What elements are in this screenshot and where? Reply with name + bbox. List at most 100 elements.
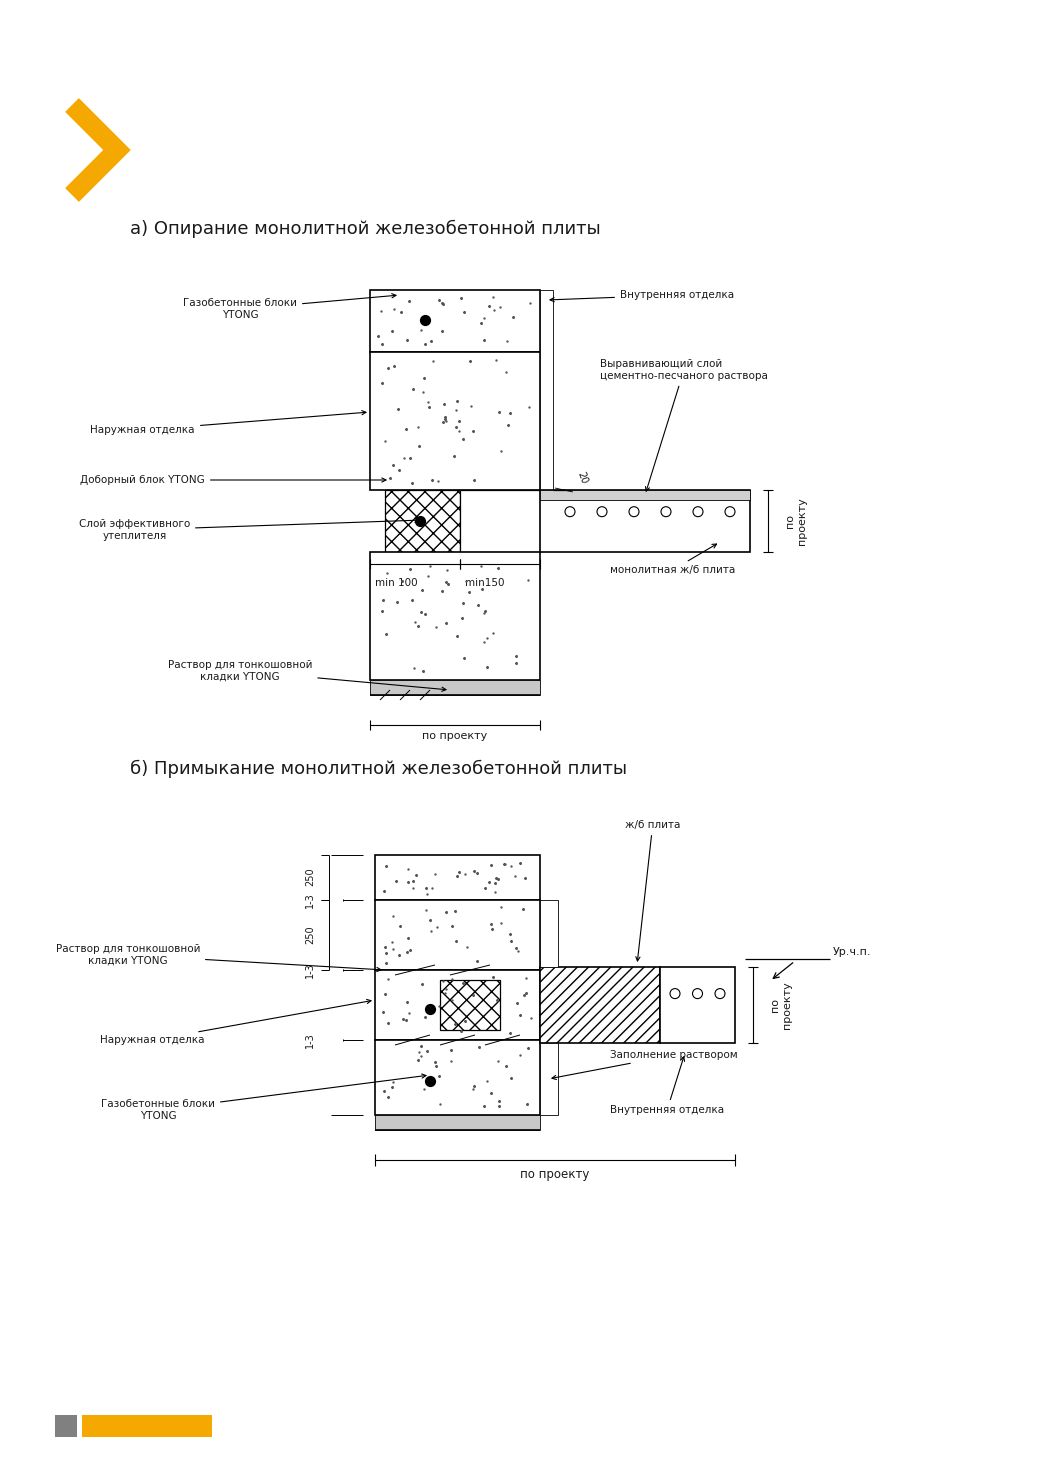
Bar xyxy=(82,1415,212,1437)
Text: Внутренняя отделка: Внутренняя отделка xyxy=(610,1056,724,1115)
Bar xyxy=(375,1040,540,1115)
Bar xyxy=(460,490,540,552)
Text: Ур.ч.п.: Ур.ч.п. xyxy=(833,947,872,958)
Point xyxy=(476,1094,493,1118)
Point xyxy=(434,580,450,603)
Point xyxy=(419,881,436,905)
Bar xyxy=(375,1115,540,1130)
Point xyxy=(491,1094,508,1118)
Point xyxy=(437,981,453,1005)
Point xyxy=(502,855,519,878)
Point xyxy=(450,419,467,443)
Point xyxy=(470,1034,487,1058)
Point xyxy=(438,977,454,1000)
Point xyxy=(412,509,428,533)
Text: Раствор для тонкошовной
кладки YTONG: Раствор для тонкошовной кладки YTONG xyxy=(55,944,381,972)
Point xyxy=(376,430,393,453)
Point xyxy=(394,569,411,593)
Point xyxy=(373,599,390,622)
Point xyxy=(512,1003,528,1027)
Point xyxy=(401,558,418,581)
Point xyxy=(378,622,394,646)
Point xyxy=(509,991,525,1015)
Bar xyxy=(540,490,750,500)
Point xyxy=(491,294,508,318)
Point xyxy=(452,287,469,310)
Point xyxy=(502,930,519,953)
Point xyxy=(397,1009,414,1033)
Point xyxy=(518,966,535,990)
Point xyxy=(418,897,435,921)
Point xyxy=(416,366,433,390)
Point xyxy=(506,865,523,888)
Point xyxy=(442,1039,459,1062)
Point xyxy=(434,291,450,315)
Point xyxy=(385,1069,401,1093)
Point xyxy=(483,912,499,936)
Point xyxy=(465,983,482,1006)
Point xyxy=(410,416,426,440)
Text: 250: 250 xyxy=(305,925,315,944)
Point xyxy=(447,415,464,438)
Text: по
проекту: по проекту xyxy=(771,981,791,1028)
Point xyxy=(465,419,482,443)
Text: 1-3: 1-3 xyxy=(305,1033,315,1047)
Point xyxy=(489,989,505,1012)
Bar xyxy=(370,680,540,694)
Point xyxy=(488,347,504,371)
Point xyxy=(462,350,478,374)
Point xyxy=(420,563,437,587)
Point xyxy=(497,852,514,875)
Point xyxy=(427,615,444,638)
Point xyxy=(376,936,393,959)
Point xyxy=(421,997,438,1021)
Point xyxy=(380,1012,396,1036)
Point xyxy=(517,866,534,890)
Point xyxy=(519,568,536,591)
Point xyxy=(401,1002,418,1025)
Point xyxy=(430,469,446,493)
Point xyxy=(411,1040,427,1064)
Text: min 100: min 100 xyxy=(375,578,418,588)
Point xyxy=(378,855,394,878)
Point xyxy=(389,590,406,613)
Point xyxy=(454,971,471,994)
Point xyxy=(392,300,409,324)
Point xyxy=(452,1019,469,1043)
Point xyxy=(435,293,451,316)
Point xyxy=(440,572,457,596)
Point xyxy=(398,418,415,441)
Point xyxy=(491,400,508,424)
Point xyxy=(431,288,447,312)
Point xyxy=(384,1075,400,1099)
Point xyxy=(476,875,493,899)
Point xyxy=(405,869,421,893)
Point xyxy=(401,938,418,962)
Point xyxy=(388,869,405,893)
Point xyxy=(438,571,454,594)
Point xyxy=(515,897,531,921)
Point xyxy=(512,850,528,874)
Point xyxy=(404,472,420,496)
Point xyxy=(398,990,415,1014)
Point xyxy=(493,438,510,462)
Point xyxy=(401,446,418,469)
Point xyxy=(392,913,409,937)
Text: 20: 20 xyxy=(575,469,589,485)
Point xyxy=(404,588,420,612)
Text: Наружная отделка: Наружная отделка xyxy=(101,999,371,1044)
Text: Газобетонные блоки
YTONG: Газобетонные блоки YTONG xyxy=(101,1074,426,1121)
Point xyxy=(449,390,466,413)
Point xyxy=(520,1036,537,1059)
Point xyxy=(484,918,500,941)
Point xyxy=(480,294,497,318)
Point xyxy=(410,615,426,638)
Point xyxy=(376,1080,393,1103)
Point xyxy=(488,866,504,890)
Point xyxy=(454,591,471,615)
Point xyxy=(378,952,394,975)
Point xyxy=(417,309,434,332)
Text: Газобетонные блоки
YTONG: Газобетонные блоки YTONG xyxy=(183,294,396,321)
Point xyxy=(424,350,441,374)
Point xyxy=(375,1000,392,1024)
